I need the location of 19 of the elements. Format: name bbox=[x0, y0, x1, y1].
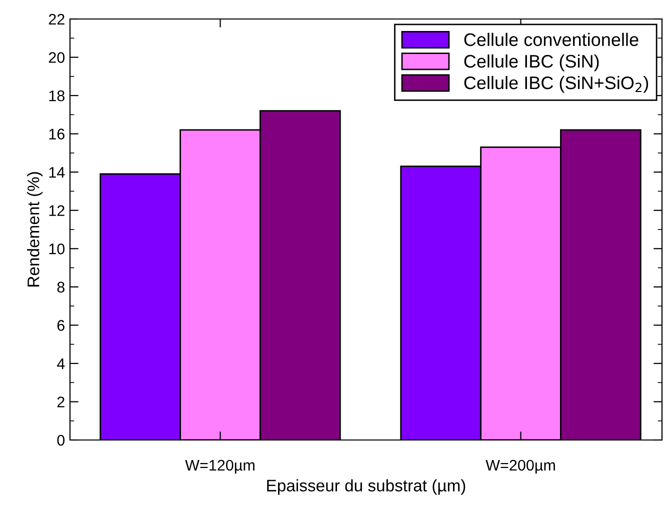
legend-label: Cellule IBC (SiN+SiO$_{2}$) bbox=[464, 76, 648, 93]
y-tick-label: 16 bbox=[49, 128, 64, 140]
x-tick-label: W=120µm bbox=[185, 460, 254, 474]
y-tick-label: 10 bbox=[49, 244, 65, 254]
y-tick-label: 2 bbox=[57, 396, 64, 408]
x-axis-title: Epaisseur du substrat (µm) bbox=[267, 479, 466, 495]
x-tick-label: W=200µm bbox=[486, 460, 555, 474]
y-tick-label: 18 bbox=[49, 90, 64, 102]
y-tick-label: 22 bbox=[48, 14, 64, 25]
y-tick-label: 8 bbox=[57, 282, 64, 293]
y-tick-label: 14 bbox=[49, 167, 65, 178]
y-axis-title: Rendement (%) bbox=[27, 172, 43, 286]
y-tick-label: 0 bbox=[57, 434, 65, 446]
legend-label: Cellule conventionelle bbox=[464, 32, 638, 46]
y-tick-label: 12 bbox=[49, 205, 64, 216]
y-tick-label: 6 bbox=[57, 320, 64, 331]
y-tick-label: 4 bbox=[56, 358, 65, 369]
y-tick-label: 20 bbox=[48, 52, 65, 63]
legend-label: Cellule IBC (SiN) bbox=[464, 54, 599, 72]
